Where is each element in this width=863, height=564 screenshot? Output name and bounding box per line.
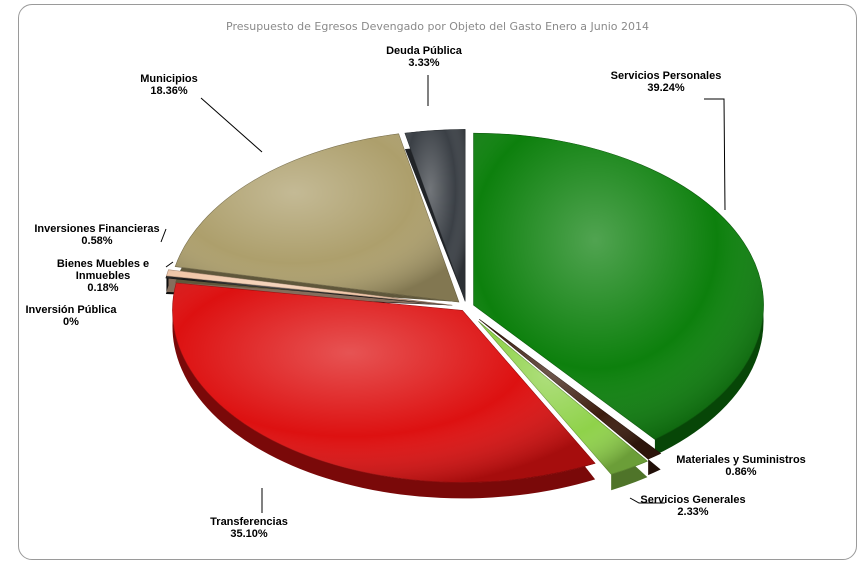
slice-label: Inversiones Financieras 0.58% (34, 223, 159, 247)
slice-highlight-6 (166, 269, 453, 306)
leader-line (200, 97, 263, 153)
slice-label: Municipios 18.36% (140, 73, 197, 97)
slice-highlight-2 (478, 321, 648, 475)
slice-side-3 (172, 283, 596, 499)
slice-label: Servicios Generales 2.33% (640, 494, 745, 518)
slice-highlight-1 (479, 319, 661, 460)
pie-chart: Servicios Personales 39.24% Materiales y S… (25, 45, 806, 540)
leader-line (704, 98, 726, 211)
slice-label: Transferencias 35.10% (210, 516, 288, 540)
chart-title: Presupuesto de Egresos Devengado por Obj… (226, 20, 649, 33)
slice-label: Bienes Muebles e Inmuebles 0.18% (57, 258, 149, 294)
leader-line (165, 261, 174, 268)
slice-highlight-0 (473, 133, 764, 440)
slice-label: Materiales y Suministros 0.86% (676, 454, 806, 478)
slice-label: Inversión Pública 0% (25, 304, 117, 328)
slice-side-2 (478, 321, 648, 491)
slice-label: Deuda Pública 3.33% (386, 45, 463, 69)
leader-line (160, 228, 167, 243)
slice-highlight-8 (404, 129, 466, 302)
chart-frame: Presupuesto de Egresos Devengado por Obj… (18, 4, 857, 560)
slice-label: Servicios Personales 39.24% (611, 70, 722, 94)
slice-highlight-7 (175, 133, 459, 303)
slice-highlight-3 (172, 283, 596, 483)
leader-line (629, 497, 665, 504)
